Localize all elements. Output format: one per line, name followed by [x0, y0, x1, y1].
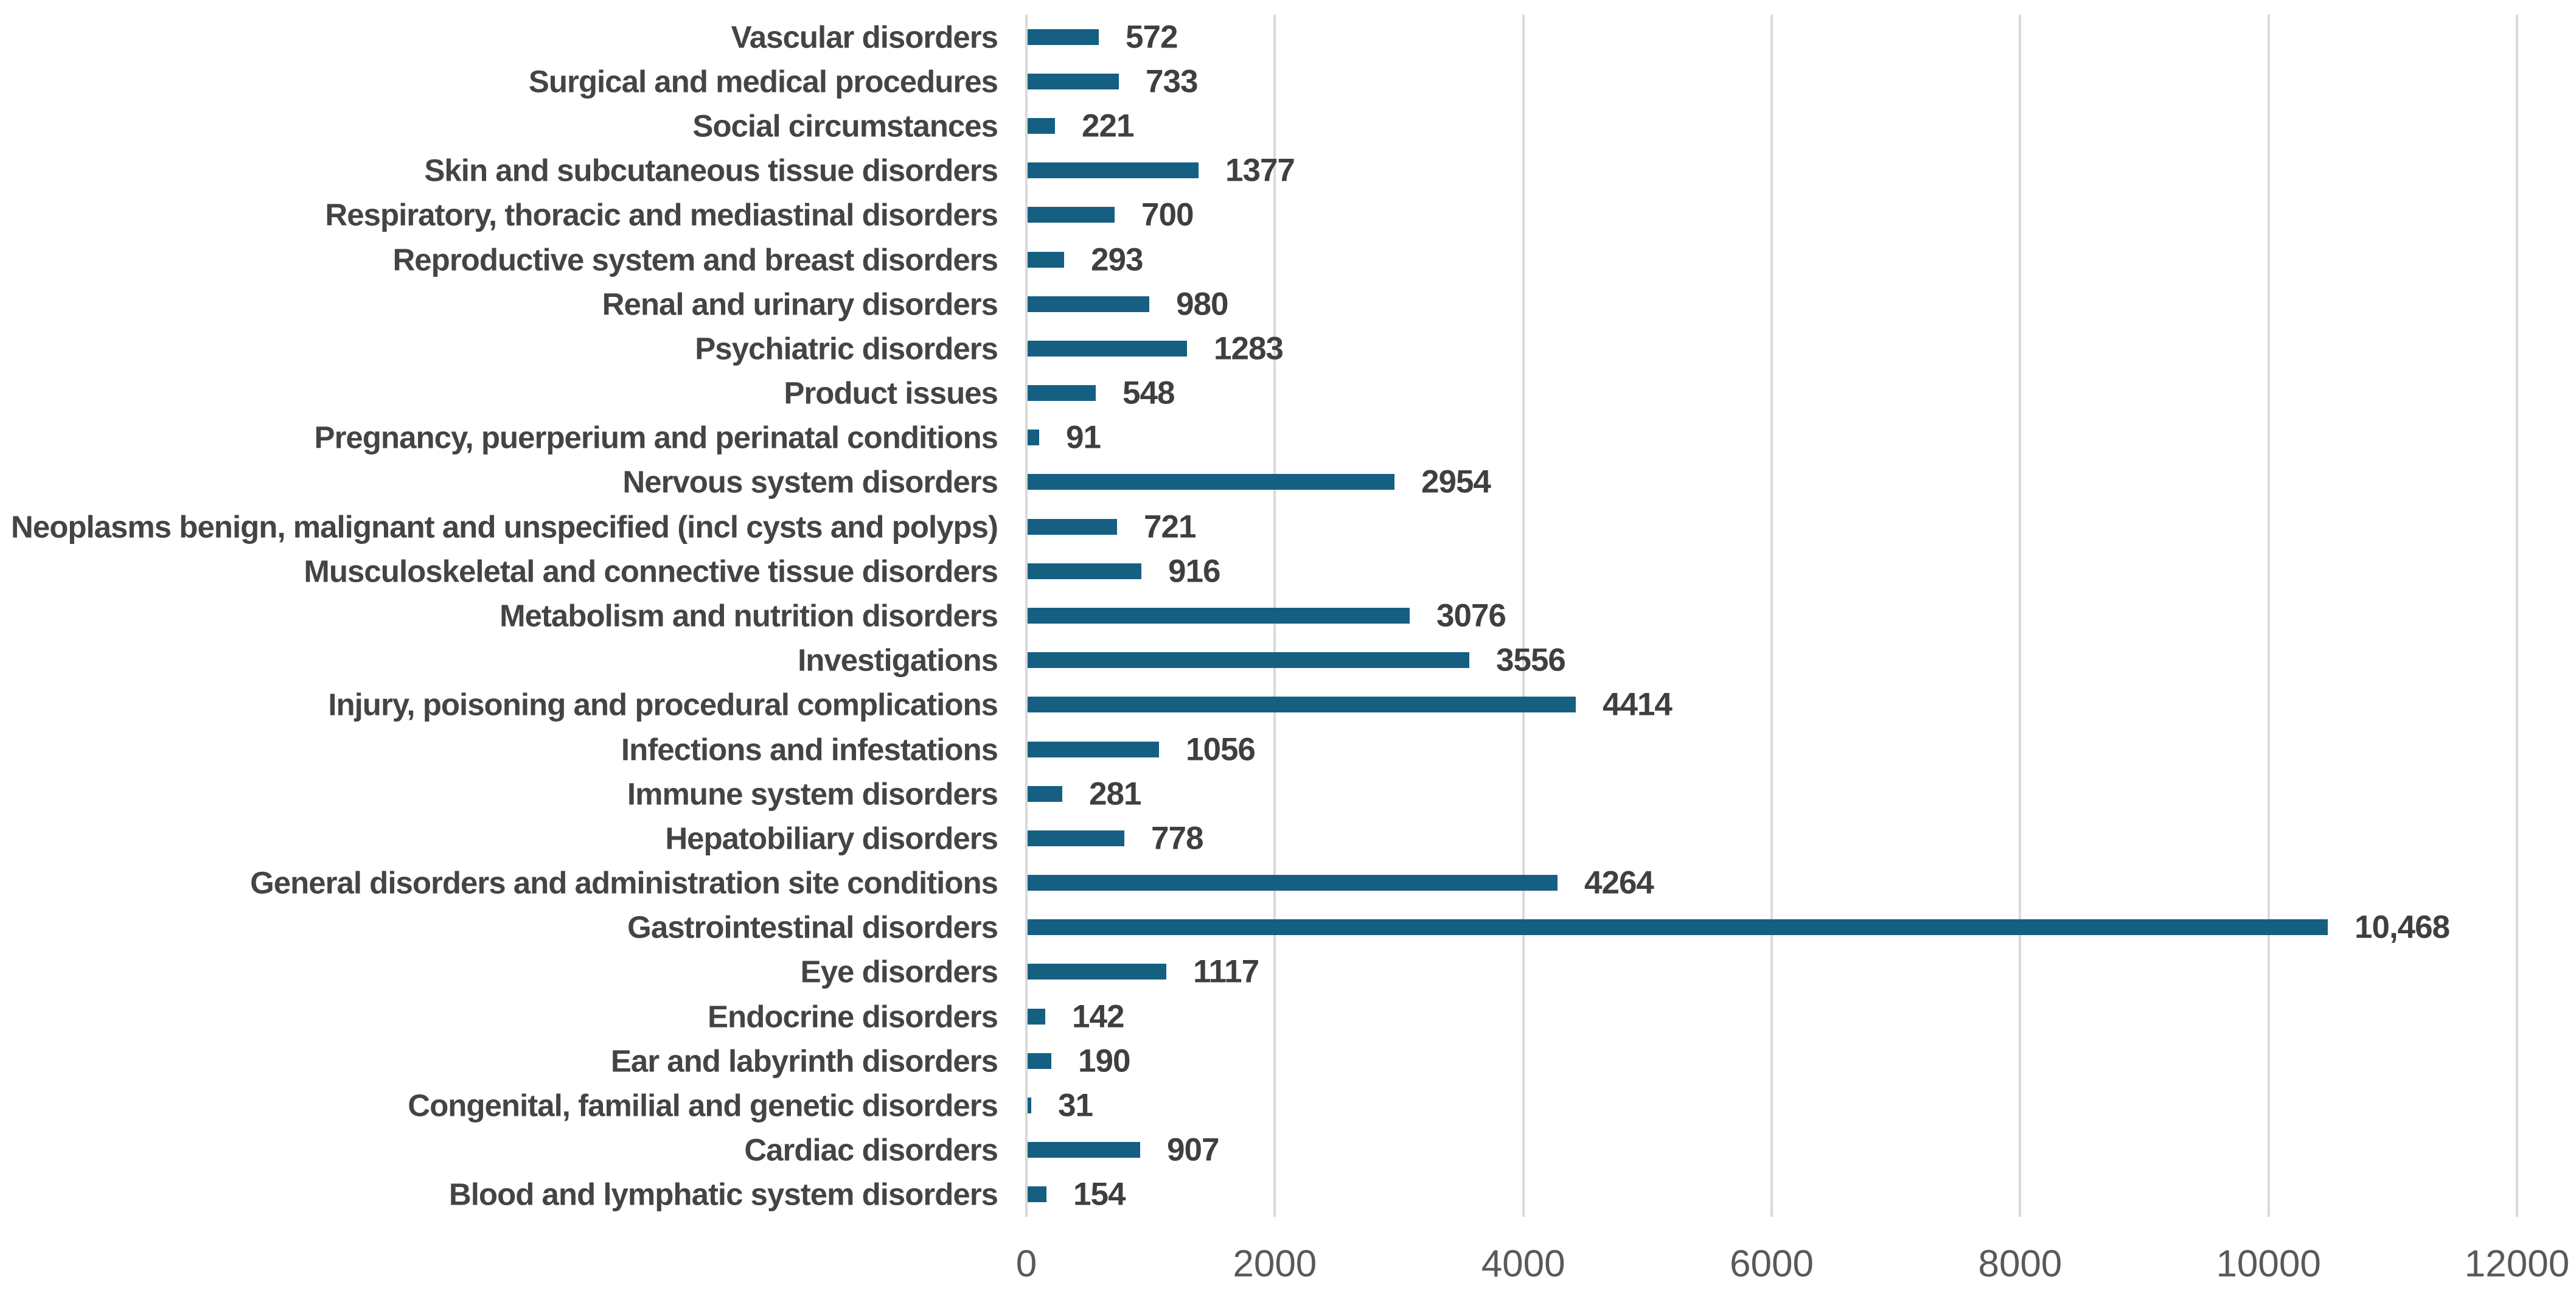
- bar: [1028, 207, 1115, 223]
- x-tick-label: 2000: [1233, 1243, 1317, 1285]
- gridline: [2516, 15, 2518, 1217]
- x-tick-label: 12000: [2464, 1243, 2570, 1285]
- bar: [1028, 1009, 1045, 1025]
- category-label: Endocrine disorders: [708, 999, 998, 1034]
- x-tick-label: 6000: [1730, 1243, 1814, 1285]
- bar: [1028, 830, 1124, 846]
- value-label: 4264: [1584, 865, 1654, 901]
- category-label: General disorders and administration sit…: [250, 865, 998, 900]
- bar: [1028, 519, 1117, 535]
- category-label: Psychiatric disorders: [695, 331, 998, 366]
- category-label: Product issues: [784, 375, 998, 411]
- bar: [1028, 29, 1099, 45]
- value-label: 142: [1072, 998, 1124, 1035]
- value-label: 980: [1176, 286, 1228, 322]
- value-label: 916: [1168, 553, 1220, 590]
- category-label: Metabolism and nutrition disorders: [500, 598, 998, 633]
- value-label: 1377: [1225, 152, 1295, 189]
- bar: [1028, 697, 1576, 712]
- gridline: [1522, 15, 1525, 1217]
- category-label: Musculoskeletal and connective tissue di…: [304, 554, 998, 589]
- value-label: 31: [1058, 1087, 1093, 1124]
- bar: [1028, 652, 1469, 668]
- category-label: Investigations: [798, 642, 998, 678]
- bar: [1028, 742, 1159, 757]
- bar: [1028, 118, 1055, 134]
- value-label: 3076: [1436, 597, 1506, 634]
- bar: [1028, 296, 1149, 312]
- category-label: Eye disorders: [800, 954, 998, 989]
- value-label: 721: [1144, 509, 1196, 545]
- category-label: Respiratory, thoracic and mediastinal di…: [325, 197, 998, 232]
- value-label: 3556: [1496, 642, 1566, 678]
- gridline: [2267, 15, 2270, 1217]
- bar: [1028, 1186, 1046, 1202]
- value-label: 4414: [1603, 686, 1673, 723]
- category-label: Reproductive system and breast disorders: [392, 242, 998, 277]
- value-label: 221: [1082, 108, 1134, 144]
- value-label: 190: [1078, 1043, 1130, 1079]
- value-label: 778: [1151, 820, 1203, 857]
- bar: [1028, 1053, 1051, 1069]
- bar: [1028, 563, 1141, 579]
- value-label: 1283: [1214, 330, 1284, 367]
- category-label: Immune system disorders: [627, 776, 998, 812]
- value-label: 2954: [1421, 464, 1491, 500]
- bar: [1028, 74, 1119, 89]
- x-tick-label: 8000: [1978, 1243, 2063, 1285]
- x-tick-label: 10000: [2216, 1243, 2321, 1285]
- bar: [1028, 1142, 1140, 1158]
- bar: [1028, 474, 1394, 490]
- category-label: Ear and labyrinth disorders: [610, 1043, 998, 1079]
- category-label: Skin and subcutaneous tissue disorders: [424, 153, 998, 188]
- bar: [1028, 341, 1187, 357]
- category-label: Blood and lymphatic system disorders: [448, 1177, 998, 1212]
- category-label: Surgical and medical procedures: [528, 64, 998, 99]
- value-label: 548: [1123, 375, 1175, 411]
- category-label: Pregnancy, puerperium and perinatal cond…: [314, 420, 998, 455]
- bar: [1028, 964, 1166, 980]
- category-label: Hepatobiliary disorders: [665, 821, 998, 856]
- bar: [1028, 875, 1558, 891]
- value-label: 1117: [1193, 953, 1259, 990]
- bar: [1028, 252, 1064, 268]
- bar: [1028, 385, 1096, 401]
- category-label: Neoplasms benign, malignant and unspecif…: [11, 509, 998, 545]
- bar: [1028, 1098, 1031, 1113]
- gridline: [2019, 15, 2022, 1217]
- value-label: 907: [1167, 1132, 1219, 1168]
- bar: [1028, 919, 2328, 935]
- x-tick-label: 0: [1015, 1243, 1037, 1285]
- value-label: 281: [1089, 776, 1141, 812]
- bar: [1028, 430, 1039, 445]
- category-label: Infections and infestations: [621, 732, 998, 767]
- bar: [1028, 162, 1199, 178]
- category-label: Gastrointestinal disorders: [627, 910, 998, 945]
- category-label: Cardiac disorders: [744, 1132, 998, 1168]
- x-tick-label: 4000: [1481, 1243, 1565, 1285]
- bar: [1028, 608, 1410, 624]
- value-label: 733: [1146, 63, 1198, 100]
- gridline: [1025, 15, 1028, 1217]
- value-label: 10,468: [2355, 909, 2450, 945]
- bar: [1028, 786, 1062, 802]
- value-label: 700: [1141, 197, 1194, 233]
- category-label: Social circumstances: [692, 108, 998, 144]
- value-label: 293: [1091, 242, 1143, 278]
- category-label: Nervous system disorders: [622, 464, 998, 499]
- category-label: Vascular disorders: [731, 19, 998, 55]
- category-label: Congenital, familial and genetic disorde…: [408, 1088, 998, 1123]
- value-label: 91: [1066, 419, 1101, 456]
- value-label: 154: [1073, 1176, 1126, 1213]
- value-label: 1056: [1186, 731, 1256, 768]
- category-label: Injury, poisoning and procedural complic…: [328, 687, 998, 722]
- value-label: 572: [1126, 19, 1178, 55]
- category-label: Renal and urinary disorders: [602, 287, 998, 322]
- gridline: [1770, 15, 1773, 1217]
